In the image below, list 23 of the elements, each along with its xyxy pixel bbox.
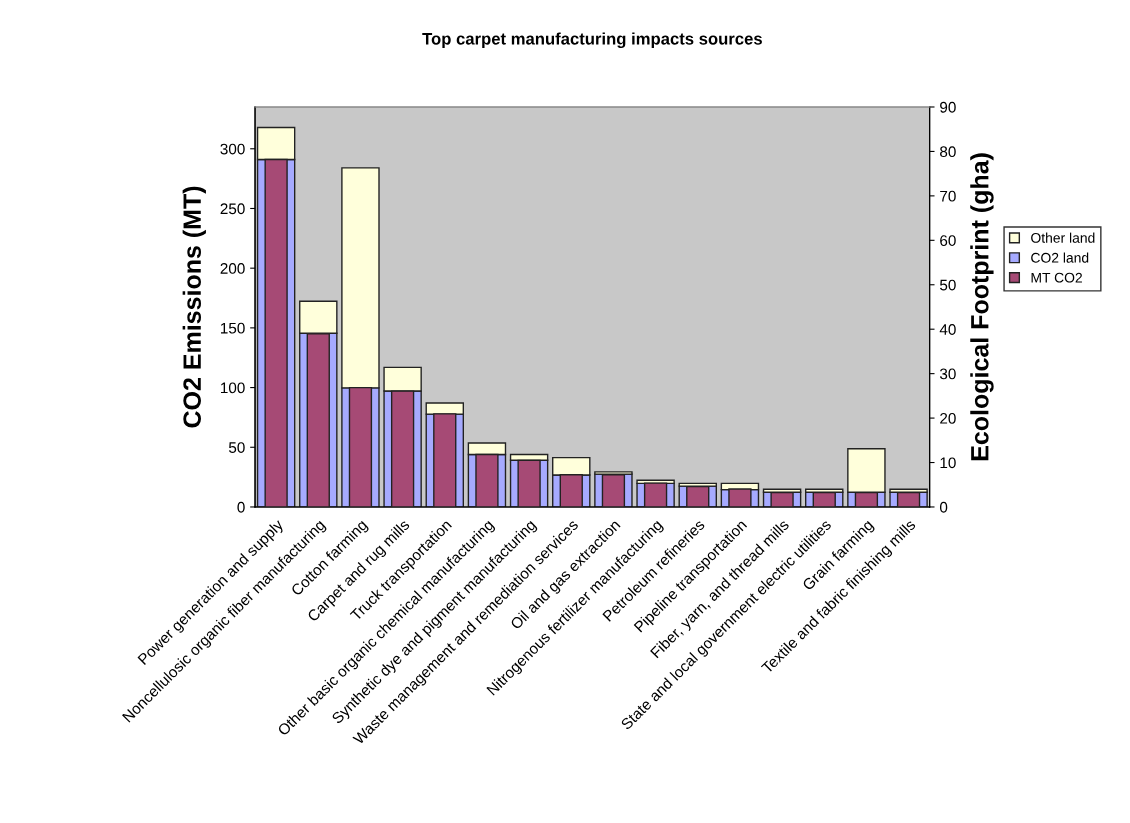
y-tick-label: 50 [228, 442, 245, 453]
y2-tick-label: 20 [940, 412, 956, 424]
legend-label: Other land [1031, 232, 1095, 243]
y-tick-label: 200 [220, 263, 245, 274]
y-tick-label: 0 [237, 501, 245, 513]
y2-tick-label: 90 [940, 101, 956, 113]
y2-tick-label: 80 [940, 146, 956, 158]
y2-tick-label: 10 [940, 457, 956, 469]
y2-tick-label: 30 [939, 368, 956, 380]
y-tick-label: 100 [221, 382, 245, 394]
y-axis-title: CO2 Emissions (MT) [182, 186, 206, 428]
y2-axis-title: Ecological Footprint (gha) [970, 153, 994, 461]
y2-tick-label: 60 [940, 235, 956, 246]
y-tick-label: 150 [221, 322, 245, 334]
y2-tick-label: 0 [939, 501, 948, 513]
legend-label: CO2 land [1031, 252, 1089, 263]
y2-tick-label: 70 [940, 190, 956, 202]
y-tick-label: 250 [220, 203, 245, 215]
y-tick-label: 300 [220, 143, 245, 155]
legend-label: MT CO2 [1031, 272, 1082, 283]
y2-tick-label: 40 [939, 324, 956, 335]
y2-tick-label: 50 [939, 279, 956, 291]
chart-title: Top carpet manufacturing impacts sources [422, 32, 762, 49]
